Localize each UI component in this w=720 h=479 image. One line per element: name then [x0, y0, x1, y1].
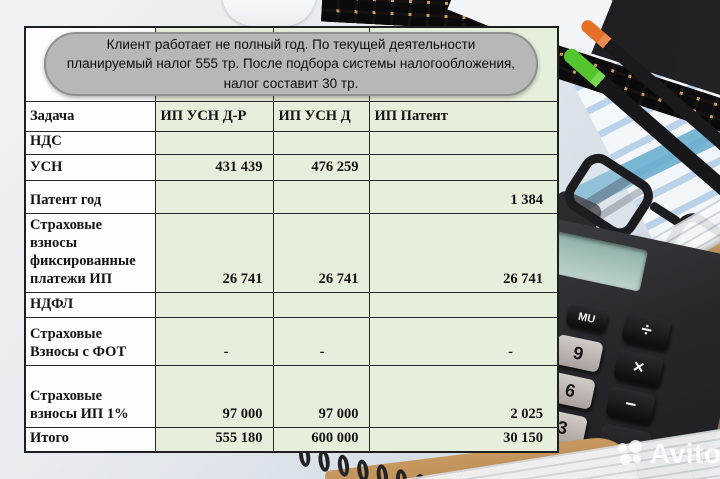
value-cell: 600 000	[272, 426, 370, 453]
table-row-fot-contributions: Страховые Взносы с ФОТ - - -	[24, 316, 559, 366]
table-row-fixed-contributions: Страховые взносы фиксированные платежи И…	[24, 212, 559, 293]
value-cell: -	[368, 316, 559, 366]
callout-text: Клиент работает не полный год. По текуще…	[66, 37, 516, 91]
avito-logo-icon	[618, 440, 645, 468]
column-header-usn-d: ИП УСН Д	[272, 100, 370, 132]
value-cell: -	[272, 316, 370, 366]
task-cell: НДФЛ	[24, 291, 156, 318]
value-cell	[154, 130, 274, 155]
task-cell: НДС	[24, 130, 156, 155]
calculator-screen	[545, 230, 649, 292]
task-cell: Страховые Взносы с ФОТ	[24, 316, 156, 366]
value-cell: 30 150	[368, 426, 559, 453]
column-header-usn-dr: ИП УСН Д-Р	[154, 100, 274, 132]
task-cell: УСН	[24, 153, 156, 181]
column-header-task: Задача	[24, 100, 156, 132]
table-row-total: Итого 555 180 600 000 30 150	[24, 426, 559, 453]
value-cell: 26 741	[368, 212, 559, 293]
table-row-one-percent: Страховые взносы ИП 1% 97 000 97 000 2 0…	[24, 364, 559, 428]
value-cell	[272, 179, 370, 214]
value-cell: 431 439	[154, 153, 274, 181]
value-cell: 2 025	[368, 364, 559, 428]
value-cell: 476 259	[272, 153, 370, 181]
value-cell: -	[154, 316, 274, 366]
value-cell: 1 384	[368, 179, 559, 214]
value-cell	[154, 291, 274, 318]
table-row-patent-year: Патент год 1 384	[24, 179, 559, 214]
value-cell: 97 000	[272, 364, 370, 428]
calculator-key-minus: −	[604, 385, 657, 425]
coffee-cup	[222, 0, 316, 26]
calculator-key-mu: MU	[564, 303, 609, 334]
calculator-key-multiply: ×	[612, 348, 665, 388]
table-row-ndfl: НДФЛ	[24, 291, 559, 318]
task-cell: Страховые взносы фиксированные платежи И…	[24, 212, 156, 293]
value-cell	[368, 153, 559, 181]
task-cell: Итого	[24, 426, 156, 453]
calculator-key-divide: ÷	[620, 311, 672, 351]
callout-note: Клиент работает не полный год. По текуще…	[44, 32, 538, 96]
avito-watermark: Avito	[618, 438, 720, 470]
table-row-nds: НДС	[24, 130, 559, 155]
column-header-patent: ИП Патент	[368, 100, 559, 132]
value-cell: 26 741	[272, 212, 370, 293]
table-row-usn: УСН 431 439 476 259	[24, 153, 559, 181]
value-cell: 555 180	[154, 426, 274, 453]
calculator-key-nine: 9	[552, 333, 604, 373]
value-cell: 97 000	[154, 364, 274, 428]
table-header-row: Задача ИП УСН Д-Р ИП УСН Д ИП Патент	[24, 100, 559, 132]
value-cell	[272, 291, 370, 318]
value-cell	[368, 291, 559, 318]
value-cell	[272, 130, 370, 155]
task-cell: Страховые взносы ИП 1%	[24, 364, 156, 428]
value-cell	[154, 179, 274, 214]
value-cell	[368, 130, 559, 155]
value-cell: 26 741	[154, 212, 274, 293]
task-cell: Патент год	[24, 179, 156, 214]
avito-watermark-text: Avito	[650, 438, 720, 469]
